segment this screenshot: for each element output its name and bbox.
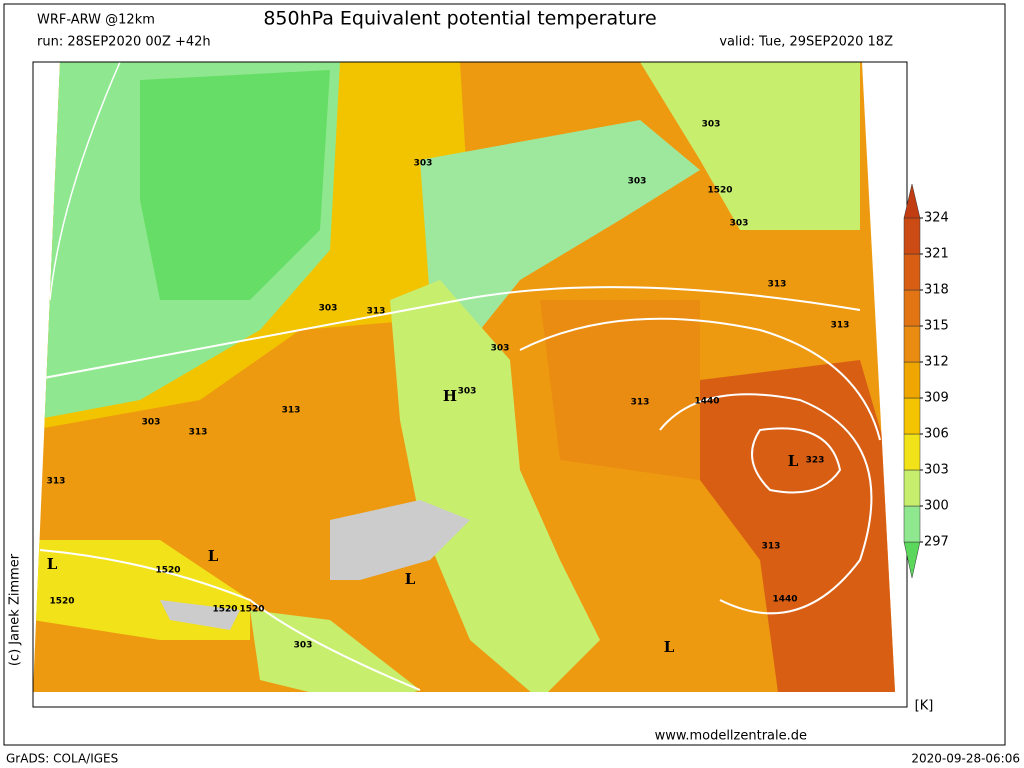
contour-label: 313 [189, 428, 208, 438]
contour-label: 1440 [694, 397, 719, 407]
contour-label: 1520 [707, 186, 732, 196]
map-labels: 303 303 303 303 303 303 303 303 303 313 313 313 313 3… [47, 120, 850, 657]
contour-label: 1520 [239, 605, 264, 615]
colorbar-tick-label: 297 [924, 535, 949, 550]
contour-label: 303 [458, 387, 477, 397]
colorbar-tick-label: 306 [924, 427, 949, 442]
colorbar-segment [903, 397, 921, 435]
colorbar: 297 300 303 306 309 312 315 318 321 324 [903, 183, 949, 579]
contour-label: 303 [414, 159, 433, 169]
contour-label: 313 [631, 398, 650, 408]
pressure-center: L [47, 555, 58, 573]
contour-label: 303 [702, 120, 721, 130]
contour-label: 313 [367, 307, 386, 317]
contour-label: 303 [730, 219, 749, 229]
contour-label: 303 [491, 344, 510, 354]
colorbar-tick-label: 300 [924, 499, 949, 514]
contour-label: 1520 [155, 566, 180, 576]
pressure-center: L [788, 452, 799, 470]
pressure-center: L [664, 638, 675, 656]
colorbar-tick-label: 309 [924, 391, 949, 406]
colorbar-tick-label: 321 [924, 247, 949, 262]
contour-label: 303 [142, 418, 161, 428]
colorbar-segment [903, 253, 921, 291]
outer-frame [3, 3, 1006, 746]
contour-label: 303 [294, 641, 313, 651]
software: GrADS: COLA/IGES [6, 752, 118, 766]
website: www.modellzentrale.de [655, 729, 807, 744]
contour-label: 1440 [772, 595, 797, 605]
map-field [33, 62, 895, 692]
pressure-center: L [405, 570, 416, 588]
colorbar-segment [903, 469, 921, 507]
contour-label: 1520 [212, 605, 237, 615]
colorbar-segment [903, 541, 921, 579]
contour-label: 303 [628, 177, 647, 187]
contour-label: 323 [806, 456, 825, 466]
contour-label: 303 [319, 304, 338, 314]
contour-label: 313 [47, 477, 66, 487]
contour-label: 313 [831, 321, 850, 331]
contour-label: 1520 [49, 597, 74, 607]
colorbar-tick-label: 324 [924, 211, 949, 226]
contour-label: 313 [762, 542, 781, 552]
colorbar-segment [903, 361, 921, 399]
colorbar-tick-label: 315 [924, 319, 949, 334]
valid-label: valid: Tue, 29SEP2020 18Z [719, 35, 893, 50]
colorbar-segment [903, 289, 921, 327]
contour-label: 313 [768, 280, 787, 290]
unit-label: [K] [915, 699, 934, 714]
contour-label: 313 [282, 406, 301, 416]
colorbar-tick-label: 312 [924, 355, 949, 370]
colorbar-segment [903, 183, 921, 219]
timestamp: 2020-09-28-06:06 [911, 752, 1020, 766]
colorbar-segment [903, 217, 921, 255]
colorbar-tick-label: 303 [924, 463, 949, 478]
colorbar-segment [903, 505, 921, 543]
colorbar-segment [903, 325, 921, 363]
model-label: WRF-ARW @12km [37, 13, 155, 28]
map-title: 850hPa Equivalent potential temperature [263, 8, 656, 30]
pressure-center: L [208, 547, 219, 565]
colorbar-segment [903, 433, 921, 471]
colorbar-tick-label: 318 [924, 283, 949, 298]
map-frame [32, 61, 908, 708]
run-label: run: 28SEP2020 00Z +42h [37, 35, 211, 50]
credit: (c) Janek Zimmer [8, 553, 23, 666]
pressure-center: H [443, 387, 457, 405]
